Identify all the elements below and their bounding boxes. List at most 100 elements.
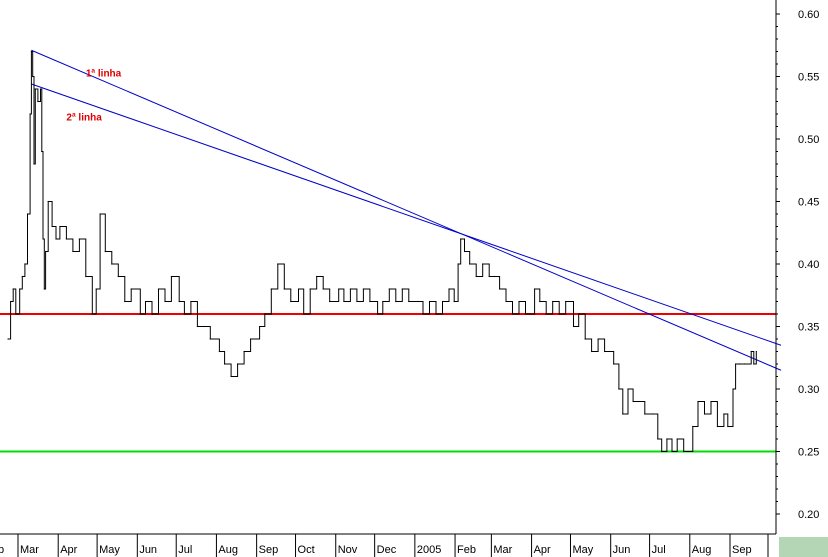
data-point (417, 300, 419, 303)
data-point (734, 363, 737, 365)
data-point (130, 288, 132, 290)
annotation-1a-linha: 1ª linha (86, 69, 122, 80)
data-point (457, 263, 459, 265)
data-point (164, 300, 166, 303)
x-tick-label-partial: b (0, 544, 4, 556)
data-point (343, 300, 345, 303)
data-point (47, 200, 49, 203)
data-point (45, 250, 47, 253)
data-point (329, 300, 331, 303)
data-point (43, 288, 45, 290)
data-point (15, 313, 17, 315)
data-point (26, 213, 29, 215)
data-point (710, 400, 712, 403)
data-point (716, 425, 719, 428)
data-point (270, 288, 272, 290)
data-point (482, 263, 484, 265)
data-point (661, 450, 663, 453)
x-tick-label: 2005 (417, 544, 441, 556)
x-tick-label: Mar (493, 544, 512, 556)
y-tick-label: 0.35 (798, 322, 819, 334)
data-point (732, 388, 734, 390)
data-point (65, 238, 67, 240)
data-point (209, 338, 211, 340)
data-point (671, 450, 673, 453)
data-point (264, 313, 266, 315)
data-point (99, 213, 101, 215)
x-tick-label: Sep (732, 544, 752, 556)
x-tick-label: Sep (259, 544, 279, 556)
data-point (356, 300, 358, 303)
x-tick-label: Apr (534, 544, 551, 556)
x-tick-label: Nov (338, 544, 358, 556)
data-point (533, 288, 536, 290)
data-point (644, 413, 646, 415)
price-series-points (7, 50, 757, 453)
trend-line-2 (31, 83, 782, 346)
data-point (408, 300, 410, 303)
data-point (755, 350, 757, 353)
data-point (42, 238, 44, 240)
data-point (309, 288, 311, 290)
data-point (558, 313, 560, 315)
data-point (117, 275, 119, 278)
data-point (692, 425, 694, 428)
data-point (51, 225, 53, 228)
data-point (460, 238, 462, 240)
data-point (78, 238, 80, 240)
data-point (230, 375, 232, 378)
x-tick-label: Mar (20, 544, 39, 556)
x-tick-label: Jun (139, 544, 157, 556)
data-point (651, 413, 654, 415)
data-point (382, 300, 384, 303)
y-tick-label: 0.25 (798, 447, 819, 459)
data-point (676, 438, 678, 440)
data-point (362, 288, 364, 290)
data-point (259, 325, 261, 328)
data-point (524, 313, 527, 315)
data-point (338, 288, 340, 290)
x-tick-label: Feb (457, 544, 476, 556)
x-tick-label: Apr (60, 544, 77, 556)
data-point (178, 300, 180, 303)
x-tick-label: Jun (613, 544, 631, 556)
data-point (111, 263, 113, 265)
data-point (218, 350, 221, 353)
data-point (453, 300, 455, 303)
data-point (422, 313, 424, 315)
data-point (723, 413, 725, 415)
data-point (29, 113, 31, 115)
data-point (157, 288, 160, 290)
data-point (283, 288, 285, 290)
data-point (493, 275, 495, 278)
data-point (697, 400, 699, 403)
y-tick-label: 0.40 (798, 259, 819, 271)
data-point (604, 350, 606, 353)
data-point (565, 300, 567, 303)
data-point (91, 313, 93, 315)
data-point (518, 300, 520, 303)
data-point (388, 288, 390, 290)
y-tick-label: 0.20 (798, 509, 819, 521)
data-point (124, 300, 126, 303)
data-point (170, 275, 173, 278)
data-point (498, 288, 501, 290)
data-point (10, 300, 12, 303)
data-point (632, 400, 634, 403)
y-tick-label: 0.30 (798, 384, 819, 396)
data-point (85, 275, 87, 278)
data-point (203, 325, 205, 328)
data-point (597, 338, 599, 340)
data-point (488, 275, 490, 278)
data-point (613, 363, 615, 365)
data-point (32, 75, 34, 78)
data-point (727, 425, 729, 428)
y-tick-label: 0.60 (798, 9, 819, 21)
data-point (505, 300, 507, 303)
price-series-line (8, 51, 757, 452)
data-point (72, 250, 74, 253)
data-point (475, 275, 477, 278)
data-point (637, 400, 639, 403)
